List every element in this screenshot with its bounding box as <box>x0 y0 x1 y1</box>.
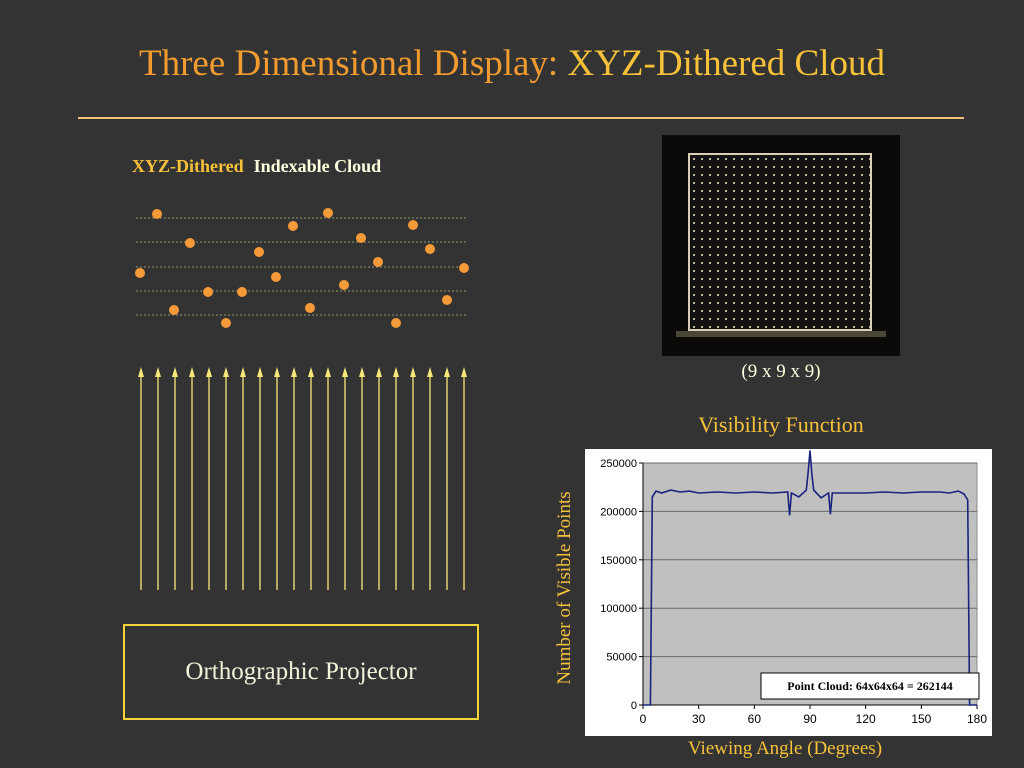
annotation-box <box>760 672 980 700</box>
cloud-label-indexable: Indexable Cloud <box>253 156 382 176</box>
cloud-point <box>459 263 469 273</box>
cloud-point <box>135 268 145 278</box>
projector-ray-arrowhead <box>172 367 178 377</box>
y-tick-label: 250000 <box>600 458 637 470</box>
y-tick-label: 100000 <box>600 603 637 615</box>
cloud-point <box>323 208 333 218</box>
cloud-point <box>288 221 298 231</box>
cloud-point <box>203 287 213 297</box>
cloud-point <box>169 305 179 315</box>
cloud-point <box>254 247 264 257</box>
projector-ray-arrowhead <box>274 367 280 377</box>
x-tick-label: 150 <box>911 712 931 726</box>
cloud-point <box>356 233 366 243</box>
projector-ray-arrowhead <box>342 367 348 377</box>
photo-caption: (9 x 9 x 9) <box>741 361 821 382</box>
projector-ray-arrowhead <box>359 367 365 377</box>
projector-ray-arrowhead <box>427 367 433 377</box>
cloud-point <box>391 318 401 328</box>
projector-ray-arrowhead <box>376 367 382 377</box>
chart-y-axis-label: Number of Visible Points <box>554 491 575 685</box>
chart-x-axis-label: Viewing Angle (Degrees) <box>687 738 883 759</box>
title-part-1: Three Dimensional Display: <box>138 43 559 84</box>
projector-ray-arrowhead <box>257 367 263 377</box>
cloud-point <box>237 287 247 297</box>
y-tick-label: 0 <box>631 700 637 712</box>
chart-title: Visibility Function <box>698 412 864 437</box>
y-tick-label: 50000 <box>606 652 637 664</box>
cube-base <box>676 331 886 337</box>
point-cloud-photo <box>662 135 900 356</box>
x-tick-label: 120 <box>856 712 876 726</box>
y-tick-label: 150000 <box>600 555 637 567</box>
cloud-label-dithered: XYZ-Dithered <box>132 156 244 176</box>
y-tick-label: 200000 <box>600 506 637 518</box>
cloud-point <box>373 257 383 267</box>
annotation-text: Point Cloud: 64x64x64 = 262144 <box>787 679 953 693</box>
projector-ray-arrowhead <box>155 367 161 377</box>
projector-ray-arrowhead <box>138 367 144 377</box>
slide-title: Three Dimensional Display: XYZ-Dithered … <box>0 40 1024 88</box>
projector-ray-arrowhead <box>206 367 212 377</box>
cloud-point <box>152 209 162 219</box>
projector-ray-arrowhead <box>308 367 314 377</box>
projector-ray-arrowhead <box>240 367 246 377</box>
projector-label: Orthographic Projector <box>185 658 417 685</box>
cloud-point <box>305 303 315 313</box>
x-tick-label: 180 <box>967 712 987 726</box>
visibility-series-line <box>643 450 977 706</box>
glass-cube <box>688 153 872 331</box>
cloud-point <box>221 318 231 328</box>
projector-ray-arrowhead <box>444 367 450 377</box>
cloud-point <box>339 280 349 290</box>
projector-ray-arrowhead <box>325 367 331 377</box>
projector-ray-arrowhead <box>223 367 229 377</box>
projector-ray-arrowhead <box>189 367 195 377</box>
plot-area <box>642 462 978 706</box>
cloud-point <box>271 272 281 282</box>
visibility-chart: 0 50000 100000 150000 200000 250000 0 30 60 90 120… <box>600 450 987 726</box>
x-tick-label: 60 <box>748 712 762 726</box>
cloud-label: XYZ-Dithered Indexable Cloud <box>132 156 381 177</box>
title-part-2: XYZ-Dithered Cloud <box>567 43 885 84</box>
x-tick-label: 0 <box>640 712 647 726</box>
x-tick-label: 90 <box>803 712 817 726</box>
chart-frame: 0 50000 100000 150000 200000 250000 0 30 60 90 120… <box>585 449 992 736</box>
cloud-point <box>442 295 452 305</box>
orthographic-projector-box: Orthographic Projector <box>123 624 479 720</box>
x-tick-label: 30 <box>692 712 706 726</box>
projector-ray-arrowhead <box>410 367 416 377</box>
cloud-point <box>185 238 195 248</box>
cloud-point <box>425 244 435 254</box>
projector-ray-arrowhead <box>393 367 399 377</box>
projector-ray-arrowhead <box>461 367 467 377</box>
title-underline <box>78 117 964 119</box>
cloud-point <box>408 220 418 230</box>
projector-ray-arrowhead <box>291 367 297 377</box>
